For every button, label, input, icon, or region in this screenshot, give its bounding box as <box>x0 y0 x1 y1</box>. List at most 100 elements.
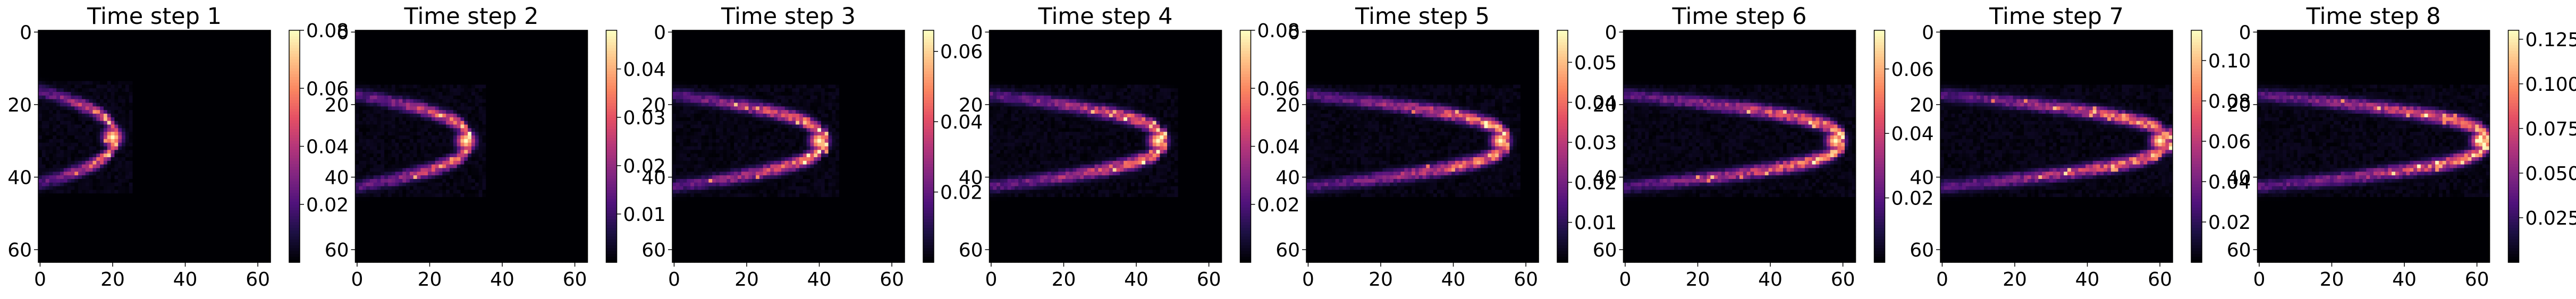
heatmap-cell <box>46 219 49 223</box>
heatmap-cell <box>53 186 56 190</box>
heatmap-cell <box>205 208 209 212</box>
heatmap-cell <box>245 153 249 157</box>
heatmap-cell <box>201 84 205 88</box>
heatmap-cell <box>89 110 93 114</box>
heatmap-cell <box>183 96 187 99</box>
heatmap-cell <box>125 34 129 38</box>
heatmap-cell <box>205 175 209 179</box>
heatmap-cell <box>183 106 187 110</box>
heatmap-cell <box>227 161 231 165</box>
heatmap-cell <box>209 193 213 197</box>
heatmap-cell <box>256 74 260 78</box>
heatmap-cell <box>136 168 140 172</box>
heatmap-cell <box>205 52 209 56</box>
heatmap-cell <box>107 193 111 197</box>
heatmap-cell <box>147 147 151 150</box>
heatmap-cell <box>241 125 245 129</box>
heatmap-cell <box>209 244 213 248</box>
heatmap-cell <box>216 92 220 96</box>
heatmap-cell <box>252 128 256 132</box>
heatmap-cell <box>71 211 74 215</box>
heatmap-cell <box>136 45 140 48</box>
heatmap-cell <box>180 128 183 132</box>
heatmap-cell <box>227 175 231 179</box>
heatmap-cell <box>140 223 143 226</box>
colorbar-segment <box>289 56 300 59</box>
heatmap-cell <box>129 197 133 201</box>
heatmap-cell <box>187 41 191 45</box>
heatmap-cell <box>245 81 249 85</box>
heatmap-cell <box>165 233 169 237</box>
heatmap-cell <box>180 175 183 179</box>
heatmap-cell <box>213 110 216 114</box>
heatmap-cell <box>252 226 256 230</box>
heatmap-cell <box>260 70 264 74</box>
heatmap-cell <box>176 179 180 183</box>
heatmap-cell <box>227 66 231 70</box>
heatmap-cell <box>42 48 46 52</box>
heatmap-cell <box>38 63 42 66</box>
heatmap-cell <box>234 88 238 92</box>
heatmap-cell <box>501 30 504 34</box>
heatmap-cell <box>143 139 147 143</box>
heatmap-cell <box>56 78 60 81</box>
heatmap-cell <box>195 106 198 110</box>
heatmap-cell <box>260 219 264 223</box>
heatmap-cell <box>176 241 180 244</box>
heatmap-cell <box>234 157 238 161</box>
heatmap-cell <box>53 219 56 223</box>
heatmap-cell <box>249 157 252 161</box>
heatmap-cell <box>162 223 165 226</box>
x-tick-label: 20 <box>100 269 125 291</box>
heatmap-cell <box>143 186 147 190</box>
heatmap-cell <box>74 103 78 107</box>
heatmap-cell <box>114 52 118 56</box>
heatmap-cell <box>78 30 82 34</box>
heatmap-cell <box>165 59 169 63</box>
heatmap-cell <box>67 186 71 190</box>
heatmap-cell <box>46 233 49 237</box>
heatmap-cell <box>195 147 198 150</box>
heatmap-cell <box>249 230 252 234</box>
heatmap-cell <box>216 78 220 81</box>
heatmap-cell <box>104 190 107 193</box>
heatmap-cell <box>143 110 147 114</box>
heatmap-cell <box>201 161 205 165</box>
heatmap-cell <box>241 74 245 78</box>
heatmap-cells <box>38 30 271 263</box>
heatmap-cell <box>216 157 220 161</box>
heatmap-cell <box>209 237 213 241</box>
heatmap-cell <box>209 34 213 38</box>
heatmap-cell <box>53 208 56 212</box>
heatmap-cell <box>205 230 209 234</box>
heatmap-cell <box>104 114 107 117</box>
heatmap-cell <box>104 139 107 143</box>
heatmap-cell <box>234 56 238 59</box>
heatmap-cell <box>151 153 155 157</box>
heatmap-cell <box>104 208 107 212</box>
heatmap-cell <box>173 150 176 153</box>
heatmap-cell <box>38 59 42 63</box>
heatmap-cell <box>241 211 245 215</box>
heatmap-cell <box>187 38 191 41</box>
heatmap-cell <box>256 175 260 179</box>
heatmap-cell <box>133 161 137 165</box>
heatmap-cell <box>71 244 74 248</box>
heatmap-cell <box>216 121 220 125</box>
heatmap-cell <box>67 226 71 230</box>
heatmap-cell <box>216 215 220 219</box>
heatmap-cell <box>104 215 107 219</box>
heatmap-cell <box>260 215 264 219</box>
heatmap-cell <box>147 193 151 197</box>
heatmap-cell <box>231 38 234 41</box>
heatmap-cell <box>74 147 78 150</box>
heatmap-cell <box>100 165 104 168</box>
heatmap-cell <box>136 165 140 168</box>
heatmap-cell <box>104 186 107 190</box>
heatmap-cell <box>46 172 49 175</box>
heatmap-cell <box>165 48 169 52</box>
heatmap-cell <box>173 41 176 45</box>
heatmap-cell <box>133 241 137 244</box>
heatmap-cell <box>89 172 93 175</box>
heatmap-cell <box>133 45 137 48</box>
